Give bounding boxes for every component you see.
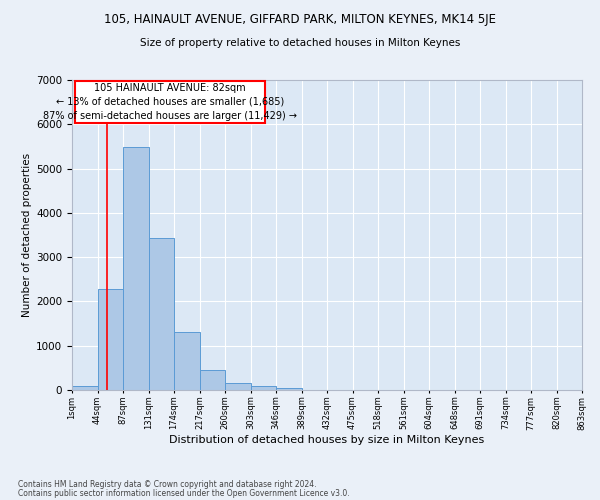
Bar [225,383,251,390]
Bar [276,388,302,390]
Text: 105, HAINAULT AVENUE, GIFFARD PARK, MILTON KEYNES, MK14 5JE: 105, HAINAULT AVENUE, GIFFARD PARK, MILT… [104,12,496,26]
Bar [123,148,149,390]
Bar [149,238,174,390]
Y-axis label: Number of detached properties: Number of detached properties [22,153,32,317]
Bar [251,386,276,390]
Text: Size of property relative to detached houses in Milton Keynes: Size of property relative to detached ho… [140,38,460,48]
Text: Contains HM Land Registry data © Crown copyright and database right 2024.: Contains HM Land Registry data © Crown c… [18,480,317,489]
Text: Contains public sector information licensed under the Open Government Licence v3: Contains public sector information licen… [18,489,350,498]
Bar [72,386,97,390]
Bar [199,370,225,390]
Text: 87% of semi-detached houses are larger (11,429) →: 87% of semi-detached houses are larger (… [43,111,297,121]
Bar [174,332,199,390]
Bar [97,288,123,390]
Text: 105 HAINAULT AVENUE: 82sqm: 105 HAINAULT AVENUE: 82sqm [94,83,245,93]
FancyBboxPatch shape [75,81,265,123]
Text: ← 13% of detached houses are smaller (1,685): ← 13% of detached houses are smaller (1,… [56,97,284,107]
X-axis label: Distribution of detached houses by size in Milton Keynes: Distribution of detached houses by size … [169,435,485,445]
